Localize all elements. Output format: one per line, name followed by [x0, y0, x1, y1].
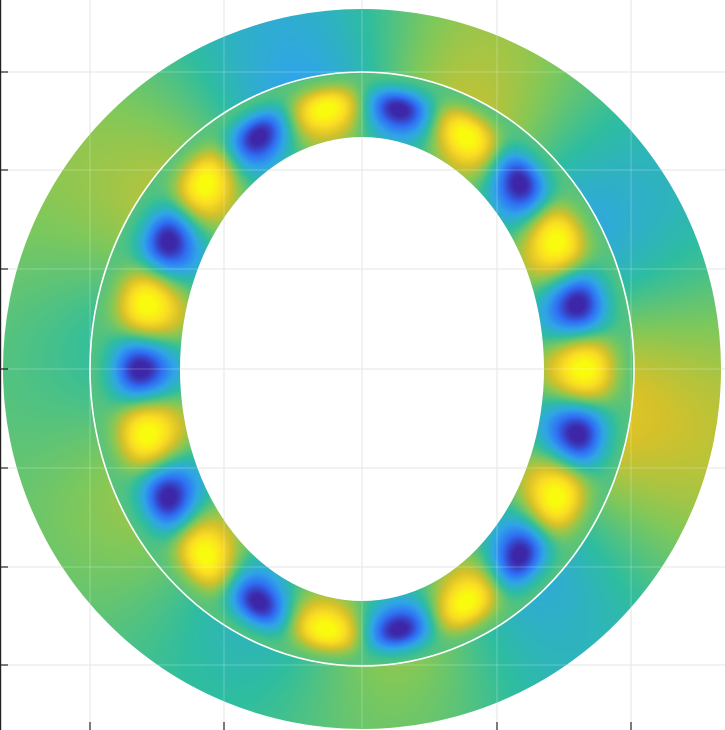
boundary-contour [89, 71, 635, 667]
axes [0, 0, 632, 730]
